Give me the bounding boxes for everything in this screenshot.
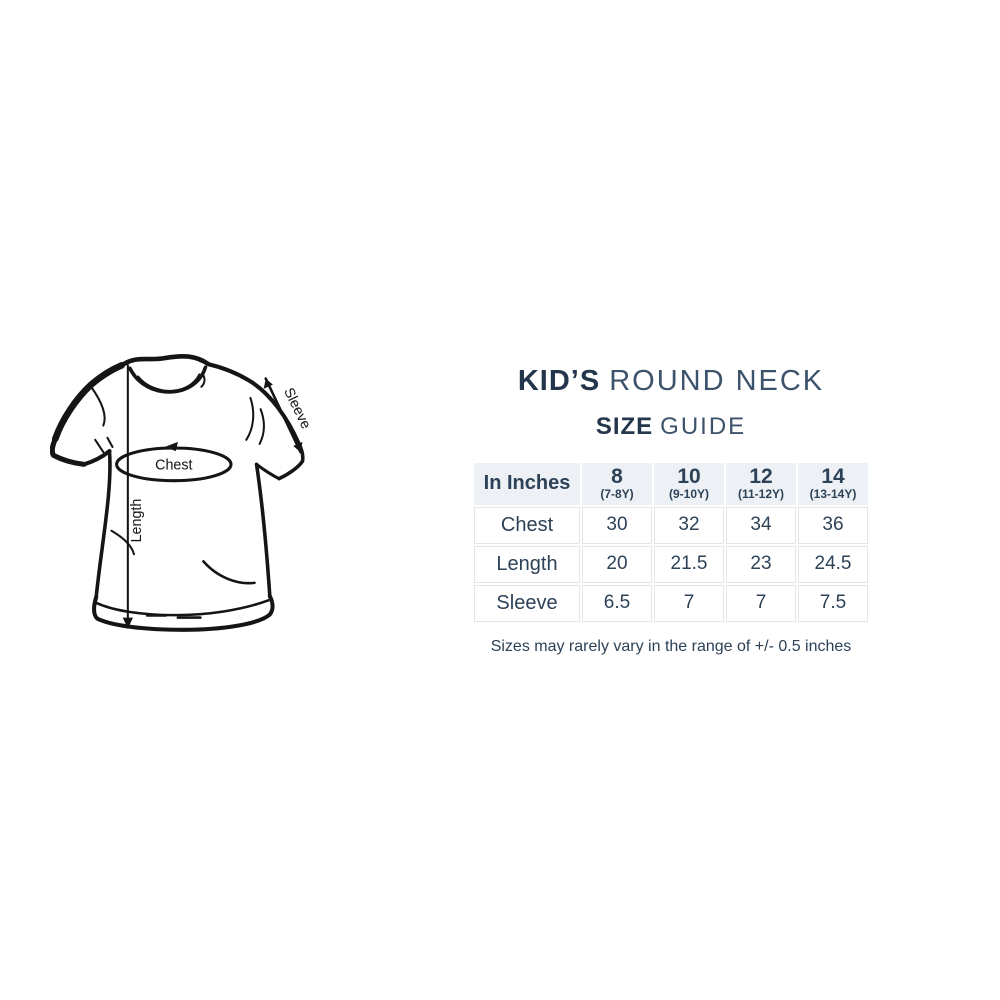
length-size-8: 20 <box>582 545 652 583</box>
length-size-14: 24.5 <box>798 545 868 583</box>
chest-size-12: 34 <box>726 506 796 544</box>
sleeve-arrowhead-top <box>263 378 273 389</box>
title-light: ROUND NECK <box>609 365 825 397</box>
chest-size-14: 36 <box>798 506 868 544</box>
row-label-sleeve: Sleeve <box>474 584 580 622</box>
size-number: 10 <box>677 465 701 489</box>
column-header-8: 8 (7-8Y) <box>582 462 652 505</box>
sleeve-measure-line <box>264 377 302 454</box>
row-label-length: Length <box>474 545 580 583</box>
page-subtitle: SIZE GUIDE <box>468 413 874 441</box>
size-age-range: (9-10Y) <box>668 487 709 502</box>
tshirt-drawing: Chest Length Sleeve <box>49 354 314 632</box>
table-row-length: Length 20 21.5 23 24.5 <box>474 545 868 583</box>
table-row-sleeve: Sleeve 6.5 7 7 7.5 <box>474 584 868 622</box>
sleeve-size-12: 7 <box>726 584 796 622</box>
column-header-12: 12 (11-12Y) <box>726 462 796 505</box>
chest-arrowhead <box>164 441 178 452</box>
size-guide-panel: KID’S ROUND NECK SIZE GUIDE In Inches 8 (7… <box>468 365 874 656</box>
sleeve-arrowhead-bottom <box>293 441 303 453</box>
sleeve-size-14: 7.5 <box>798 584 868 622</box>
chest-size-8: 30 <box>582 506 652 544</box>
tshirt-measurement-diagram: Chest Length Sleeve <box>49 352 316 638</box>
sleeve-size-10: 7 <box>654 584 724 622</box>
size-table: In Inches 8 (7-8Y) 10 (9-10Y) 12 (11-12Y… <box>472 461 870 624</box>
subtitle-bold: SIZE <box>595 412 654 440</box>
subtitle-light: GUIDE <box>660 412 747 440</box>
table-row-chest: Chest 30 32 34 36 <box>474 506 868 544</box>
sleeve-size-8: 6.5 <box>582 584 652 622</box>
size-age-range: (11-12Y) <box>737 487 785 502</box>
table-corner-label: In Inches <box>474 462 580 505</box>
column-header-10: 10 (9-10Y) <box>654 462 724 505</box>
row-label-chest: Chest <box>474 506 580 544</box>
size-number: 8 <box>611 465 623 489</box>
length-arrowhead <box>122 617 133 629</box>
length-size-10: 21.5 <box>654 545 724 583</box>
size-age-range: (7-8Y) <box>600 487 634 502</box>
size-number: 14 <box>821 465 845 489</box>
length-label: Length <box>129 499 145 543</box>
column-header-14: 14 (13-14Y) <box>798 462 868 505</box>
size-table-header-row: In Inches 8 (7-8Y) 10 (9-10Y) 12 (11-12Y… <box>474 462 868 505</box>
chest-label: Chest <box>155 457 192 473</box>
size-age-range: (13-14Y) <box>809 487 857 502</box>
length-size-12: 23 <box>726 545 796 583</box>
size-variance-note: Sizes may rarely vary in the range of +/… <box>490 637 852 655</box>
size-number: 12 <box>749 465 773 489</box>
page-title: KID’S ROUND NECK <box>468 365 874 398</box>
title-bold: KID’S <box>517 365 601 397</box>
chest-size-10: 32 <box>654 506 724 544</box>
sleeve-label: Sleeve <box>280 385 314 431</box>
